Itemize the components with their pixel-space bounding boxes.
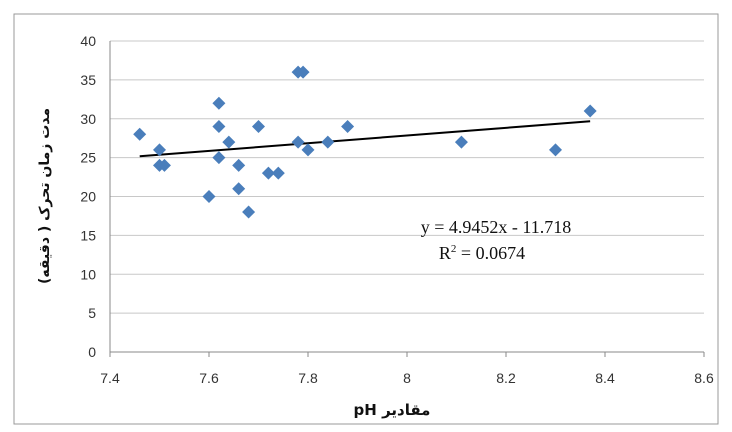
y-tick-label: 20 [80, 189, 96, 205]
data-point [301, 143, 315, 157]
data-point [341, 120, 355, 134]
r2-value: = 0.0674 [456, 243, 525, 263]
y-tick-label: 25 [80, 150, 96, 166]
data-point [271, 166, 285, 180]
data-point [583, 104, 597, 118]
y-tick-label: 40 [80, 33, 96, 49]
y-tick-label: 15 [80, 227, 96, 243]
x-tick-label: 8.6 [694, 370, 714, 386]
data-point [232, 158, 246, 172]
data-point [232, 182, 246, 196]
x-tick-label: 8.4 [595, 370, 615, 386]
tick-labels: 0 5 10 15 20 25 30 35 40 7.4 7.6 7.8 8 8.2 8.4 8.6 [80, 33, 714, 386]
data-point [261, 166, 275, 180]
x-axis-title: مقادیر pH [354, 401, 431, 419]
data-point [296, 65, 310, 79]
r2-letter: R [439, 243, 451, 263]
x-tick-label: 7.4 [100, 370, 120, 386]
data-point [321, 135, 335, 149]
data-point [242, 205, 256, 219]
data-point [291, 135, 305, 149]
r-squared-label: R2 = 0.0674 [439, 243, 525, 263]
x-tick-label: 8 [403, 370, 411, 386]
data-point [212, 120, 226, 134]
y-tick-label: 35 [80, 72, 96, 88]
data-point [157, 158, 171, 172]
x-tick-label: 7.8 [298, 370, 318, 386]
data-point [222, 135, 236, 149]
y-axis-title: مدت زمان تحرک ( دقیقه) [37, 108, 53, 284]
axes [109, 41, 705, 357]
data-point [252, 120, 265, 134]
data-point [549, 143, 562, 157]
y-tick-label: 30 [80, 111, 96, 127]
trendline-layer [139, 120, 591, 158]
y-tick-label: 10 [80, 266, 96, 282]
r2-superscript: 2 [451, 243, 457, 255]
data-point [153, 143, 166, 157]
y-tick-label: 0 [88, 344, 96, 360]
data-point [212, 151, 226, 165]
data-point [212, 96, 226, 110]
y-tick-label: 5 [88, 305, 96, 321]
trendline-equation: y = 4.9452x - 11.718 [421, 217, 571, 237]
data-points [133, 65, 597, 219]
x-tick-label: 8.2 [496, 370, 516, 386]
x-tick-label: 7.6 [199, 370, 219, 386]
data-point [202, 190, 216, 203]
data-point [133, 127, 147, 141]
linear-trendline [139, 120, 591, 158]
chart-border [13, 13, 719, 425]
data-point [454, 135, 468, 149]
